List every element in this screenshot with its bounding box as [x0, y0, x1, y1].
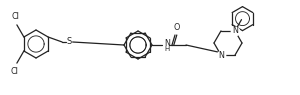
Text: Cl: Cl [12, 12, 20, 21]
Text: O: O [174, 23, 180, 32]
Text: Cl: Cl [11, 67, 19, 76]
Text: N: N [232, 26, 238, 35]
Text: S: S [67, 38, 72, 46]
Text: N: N [218, 51, 224, 60]
Text: H: H [164, 46, 169, 52]
Text: N: N [164, 40, 170, 49]
